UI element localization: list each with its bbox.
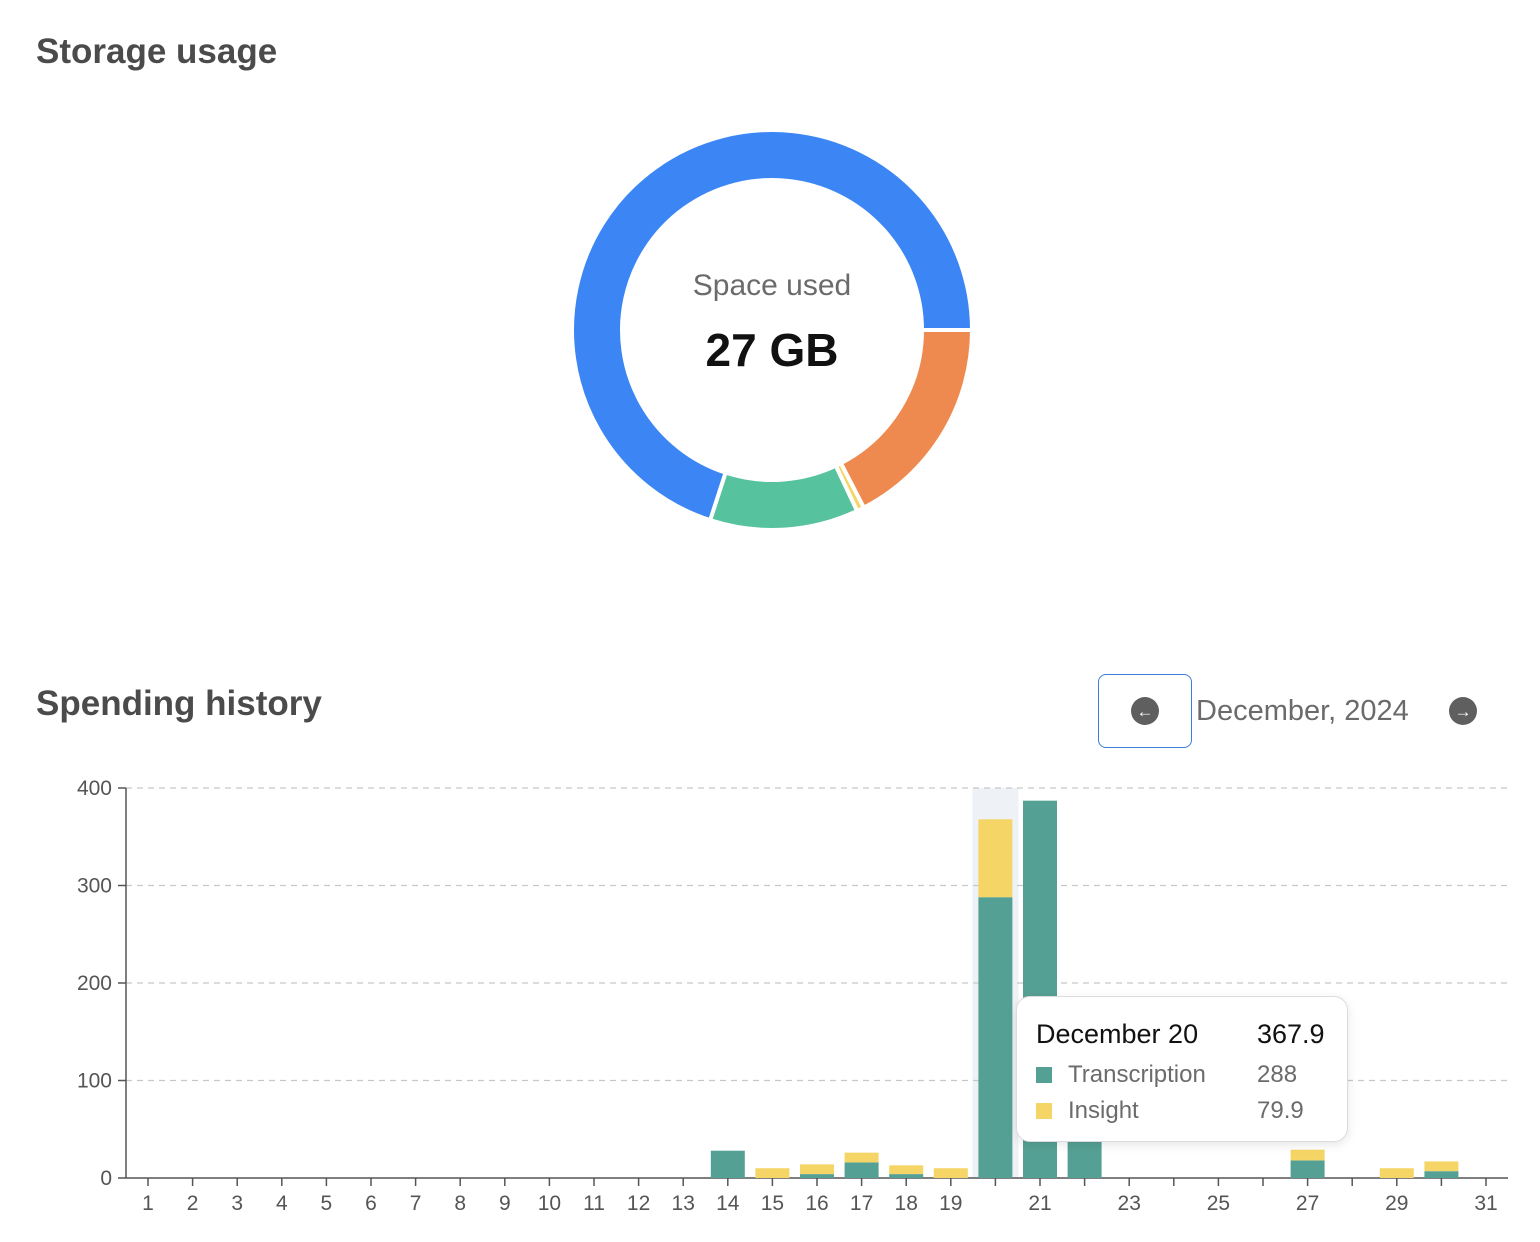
y-tick-label: 100	[77, 1070, 112, 1093]
x-tick-label: 4	[276, 1192, 288, 1215]
x-tick-label: 29	[1385, 1192, 1408, 1215]
y-tick-label: 0	[100, 1167, 112, 1190]
bar-insight-day-19[interactable]	[933, 1168, 968, 1178]
x-tick-label: 9	[499, 1192, 511, 1215]
next-month-button[interactable]: →	[1416, 674, 1510, 748]
arrow-left-circle-icon: ←	[1131, 697, 1159, 725]
storage-usage-title: Storage usage	[36, 32, 278, 71]
x-tick-label: 17	[850, 1192, 873, 1215]
x-tick-label: 8	[454, 1192, 466, 1215]
bar-insight-day-15[interactable]	[755, 1168, 790, 1178]
x-tick-label: 6	[365, 1192, 377, 1215]
tooltip-series-name: Transcription	[1068, 1061, 1206, 1088]
x-tick-label: 21	[1028, 1192, 1051, 1215]
storage-donut-chart: Space used 27 GB	[540, 98, 1004, 562]
bar-transcription-day-20[interactable]	[978, 897, 1013, 1178]
chart-tooltip: December 20 367.9 Transcription 288 Insi…	[1016, 996, 1348, 1142]
y-tick-label: 300	[77, 875, 112, 898]
x-tick-label: 2	[187, 1192, 199, 1215]
transcription-swatch	[1036, 1067, 1052, 1083]
y-tick-label: 200	[77, 972, 112, 995]
x-tick-label: 5	[321, 1192, 333, 1215]
bar-insight-day-16[interactable]	[800, 1164, 834, 1175]
donut-slice-1[interactable]	[708, 463, 860, 532]
bar-insight-day-18[interactable]	[889, 1165, 924, 1175]
x-tick-label: 23	[1118, 1192, 1141, 1215]
bar-insight-day-17[interactable]	[844, 1152, 879, 1163]
x-tick-label: 12	[627, 1192, 650, 1215]
month-label: December, 2024	[1196, 695, 1409, 727]
tooltip-header: December 20 367.9	[1036, 1019, 1329, 1050]
x-tick-label: 13	[672, 1192, 695, 1215]
donut-slice-0[interactable]	[570, 128, 974, 523]
tooltip-series-value: 79.9	[1257, 1097, 1304, 1124]
x-tick-label: 16	[805, 1192, 828, 1215]
x-tick-label: 1	[142, 1192, 154, 1215]
spending-history-title: Spending history	[36, 684, 322, 723]
bar-transcription-day-16[interactable]	[800, 1174, 834, 1178]
bar-transcription-day-14[interactable]	[710, 1150, 745, 1178]
bar-insight-day-27[interactable]	[1290, 1149, 1325, 1161]
month-navigator: ← December, 2024 →	[1098, 674, 1498, 750]
bar-transcription-day-17[interactable]	[844, 1162, 879, 1178]
x-tick-label: 31	[1474, 1192, 1497, 1215]
arrow-right-circle-icon: →	[1449, 697, 1477, 725]
x-tick-label: 15	[761, 1192, 784, 1215]
previous-month-button[interactable]: ←	[1098, 674, 1192, 748]
y-tick-label: 400	[77, 777, 112, 800]
donut-slice-3[interactable]	[838, 328, 974, 510]
x-tick-label: 25	[1207, 1192, 1230, 1215]
bar-insight-day-29[interactable]	[1379, 1168, 1414, 1178]
bar-transcription-day-30[interactable]	[1424, 1171, 1459, 1178]
tooltip-row-insight: Insight 79.9	[1036, 1097, 1329, 1125]
tooltip-series-name: Insight	[1068, 1097, 1139, 1124]
tooltip-series-value: 288	[1257, 1061, 1298, 1088]
bar-insight-day-20[interactable]	[978, 819, 1013, 898]
tooltip-total: 367.9	[1257, 1019, 1325, 1049]
x-tick-label: 3	[231, 1192, 243, 1215]
insight-swatch	[1036, 1103, 1052, 1119]
bar-transcription-day-27[interactable]	[1290, 1160, 1325, 1178]
bar-insight-day-30[interactable]	[1424, 1161, 1459, 1172]
x-tick-label: 27	[1296, 1192, 1319, 1215]
bar-transcription-day-18[interactable]	[889, 1174, 924, 1178]
x-tick-label: 18	[895, 1192, 918, 1215]
tooltip-date: December 20	[1036, 1019, 1199, 1049]
x-tick-label: 11	[583, 1192, 605, 1215]
x-tick-label: 19	[939, 1192, 962, 1215]
x-tick-label: 14	[716, 1192, 740, 1215]
tooltip-row-transcription: Transcription 288	[1036, 1061, 1329, 1089]
x-tick-label: 7	[410, 1192, 422, 1215]
storage-donut-svg	[570, 128, 974, 532]
x-tick-label: 10	[538, 1192, 561, 1215]
